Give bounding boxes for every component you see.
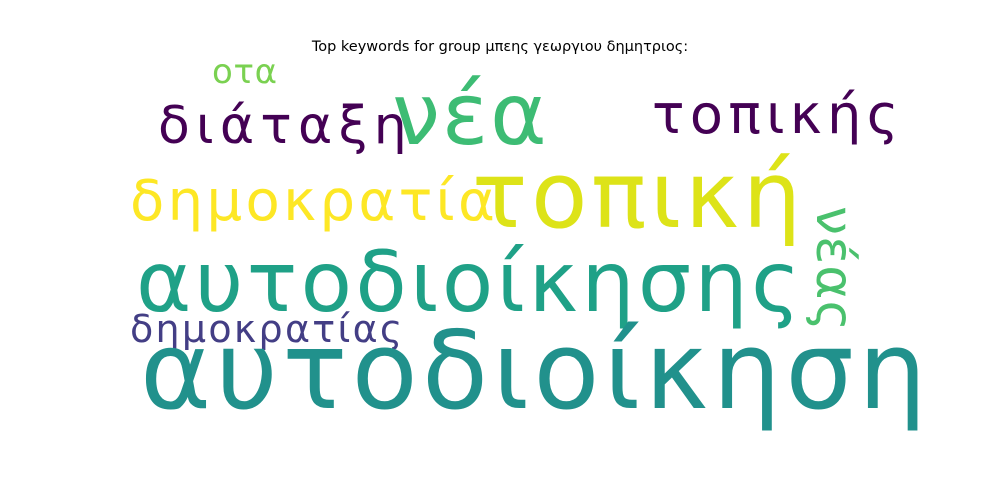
- keyword-nea: νέα: [392, 65, 549, 165]
- keyword-dimokratias: δημοκρατίας: [130, 307, 405, 351]
- keyword-dimokratia: δημοκρατία: [130, 169, 499, 234]
- keyword-topiki: τοπική: [472, 142, 805, 249]
- keyword-aftodioikisis: αυτοδιοίκησης: [136, 233, 804, 331]
- keyword-diataxi: διάταξη: [158, 96, 413, 156]
- keyword-aftodioikisi: αυτοδιοίκηση: [140, 309, 931, 434]
- keyword-ota: οτα: [212, 52, 278, 92]
- keyword-topikis: τοπικής: [652, 83, 904, 146]
- figure-title: Top keywords for group μπεης γεωργιου δη…: [311, 39, 689, 55]
